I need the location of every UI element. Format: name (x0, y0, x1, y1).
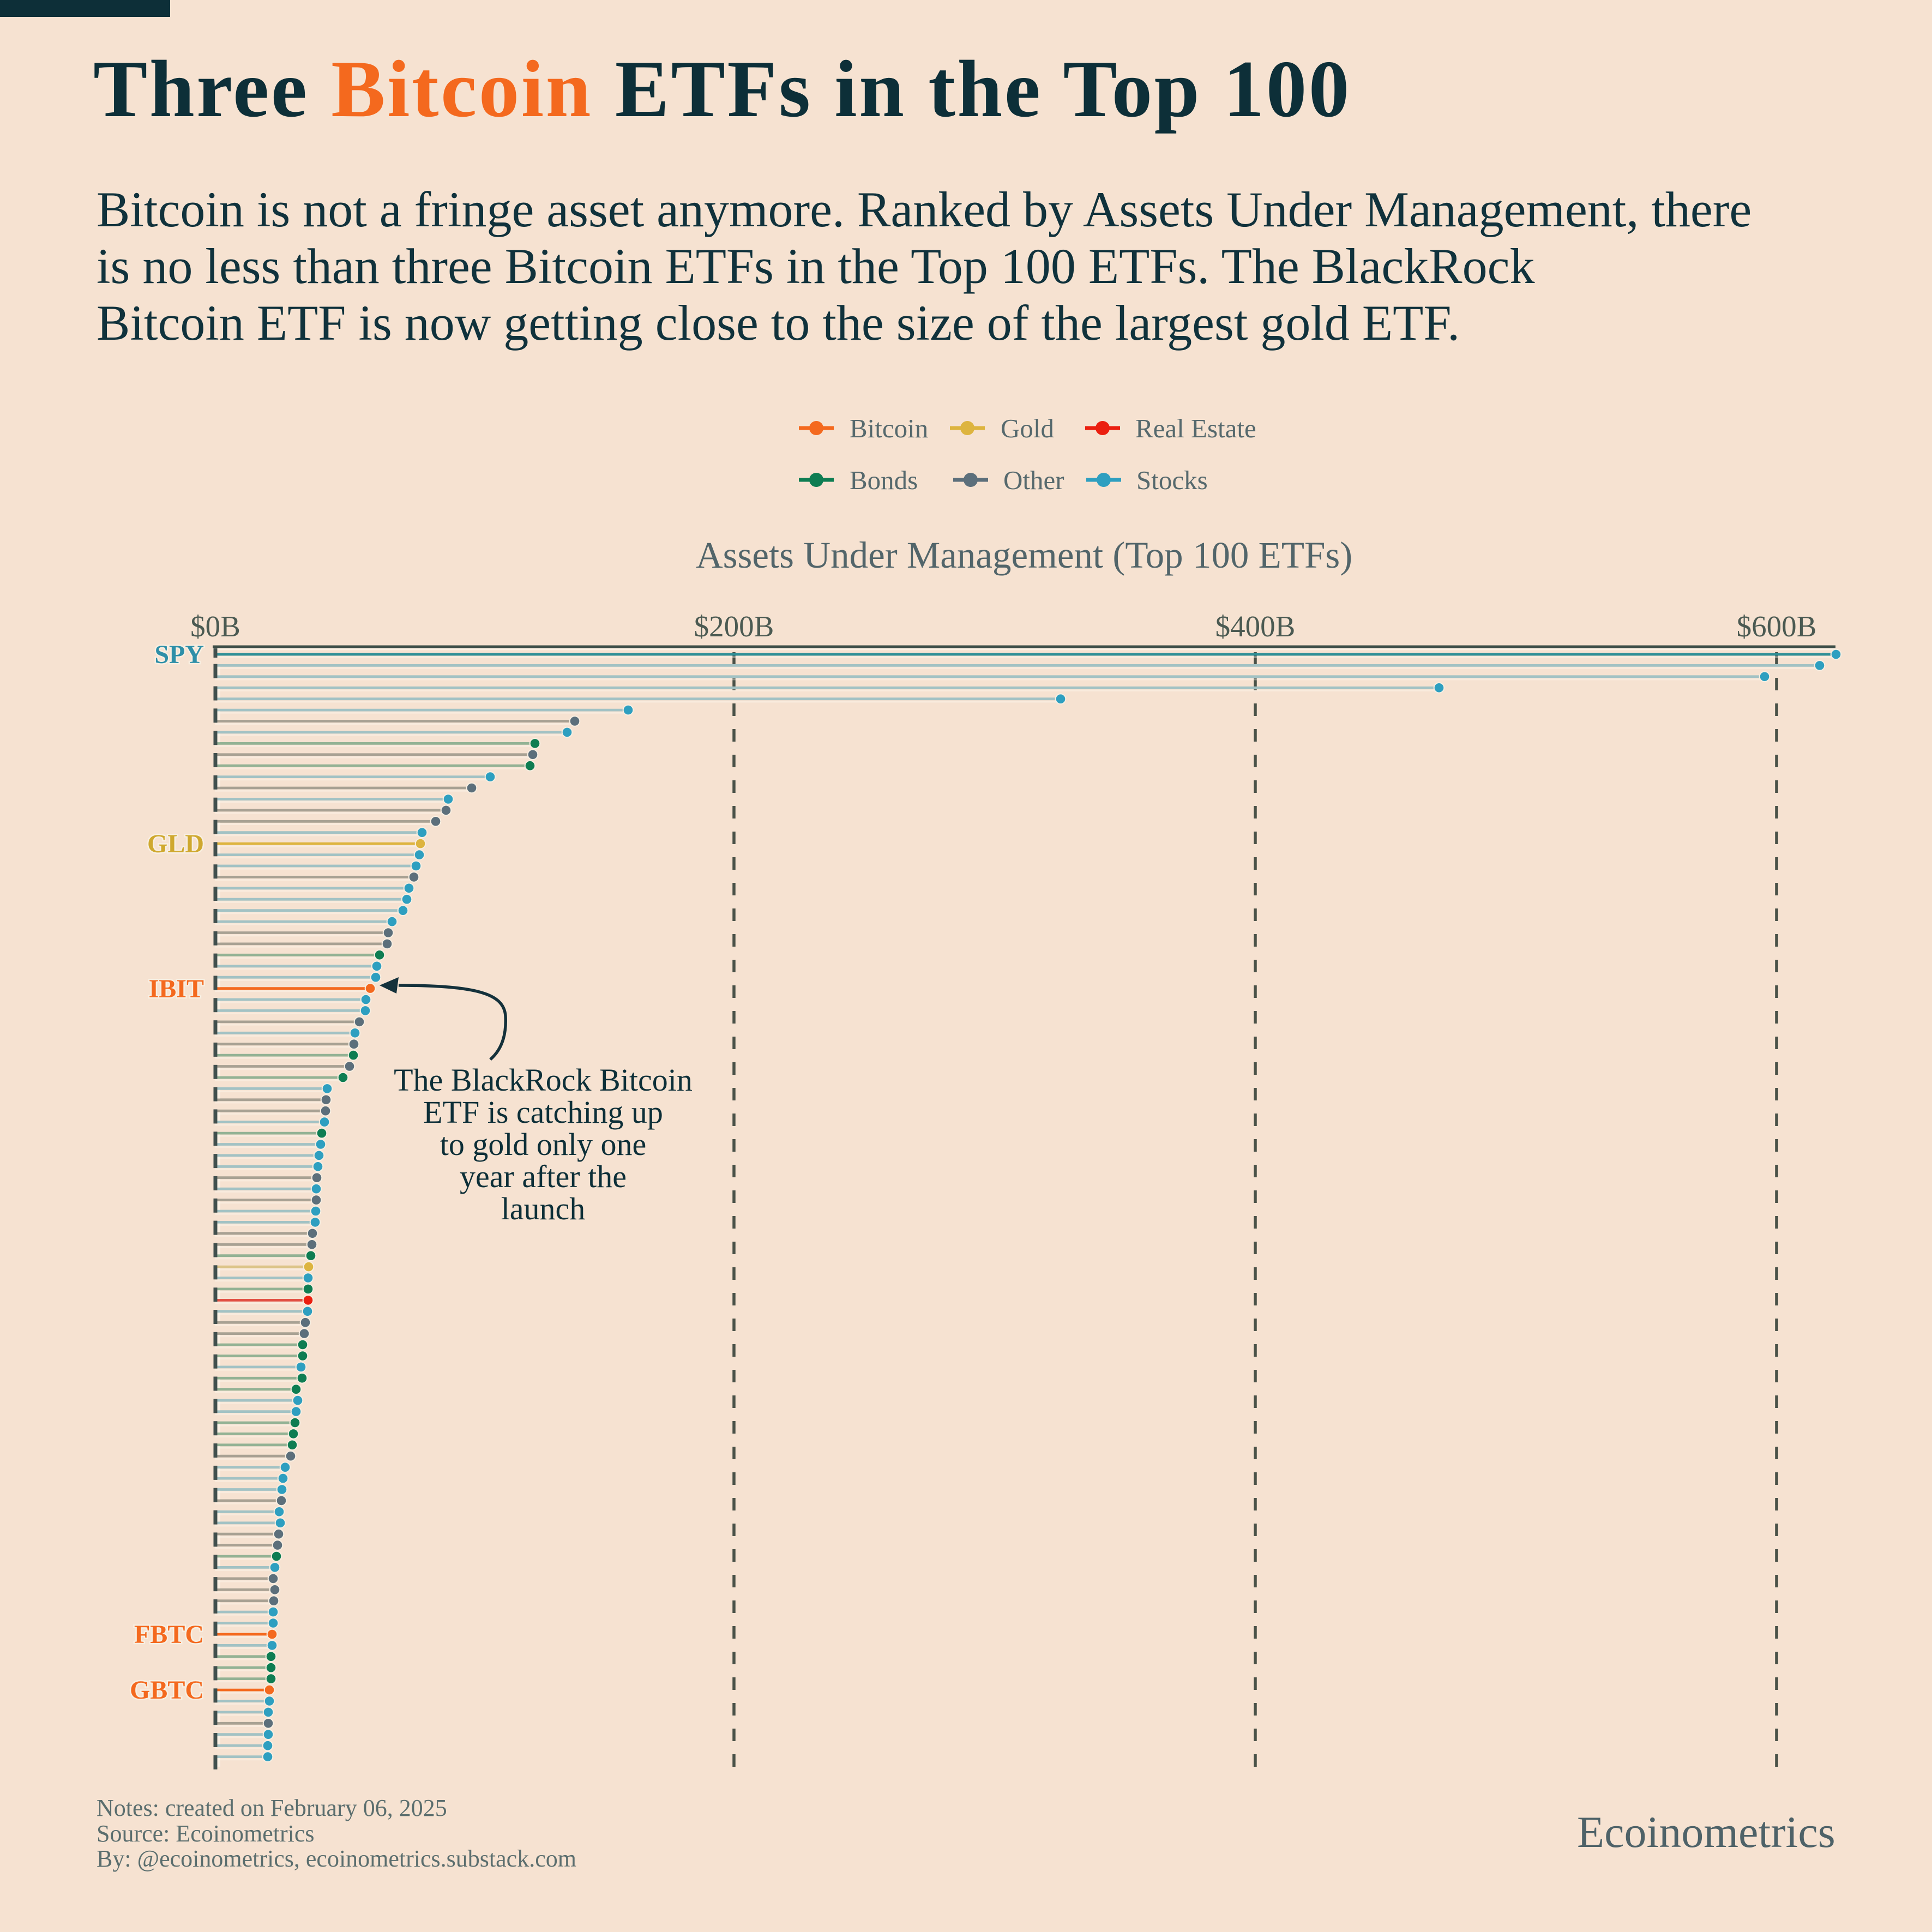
svg-text:$200B: $200B (694, 610, 774, 643)
svg-text:GBTC: GBTC (130, 1676, 204, 1705)
svg-text:launch: launch (501, 1191, 586, 1226)
svg-text:Bitcoin: Bitcoin (850, 413, 928, 443)
svg-text:FBTC: FBTC (134, 1620, 204, 1649)
svg-text:Other: Other (1003, 465, 1064, 495)
svg-text:$0B: $0B (190, 610, 240, 643)
svg-text:$400B: $400B (1215, 610, 1296, 643)
svg-text:Real Estate: Real Estate (1135, 413, 1256, 443)
svg-text:The BlackRock Bitcoin: The BlackRock Bitcoin (394, 1062, 693, 1098)
svg-text:year after the: year after the (460, 1159, 627, 1194)
svg-text:Gold: Gold (1001, 413, 1054, 443)
svg-text:SPY: SPY (154, 640, 204, 669)
svg-text:Bonds: Bonds (850, 465, 918, 495)
svg-text:$600B: $600B (1737, 610, 1817, 643)
svg-text:to gold only one: to gold only one (440, 1127, 647, 1162)
svg-text:IBIT: IBIT (149, 974, 204, 1003)
svg-text:GLD: GLD (147, 829, 204, 858)
svg-text:Stocks: Stocks (1136, 465, 1208, 495)
svg-text:ETF is catching up: ETF is catching up (423, 1094, 663, 1130)
svg-text:Assets Under Management (Top 1: Assets Under Management (Top 100 ETFs) (696, 534, 1352, 576)
